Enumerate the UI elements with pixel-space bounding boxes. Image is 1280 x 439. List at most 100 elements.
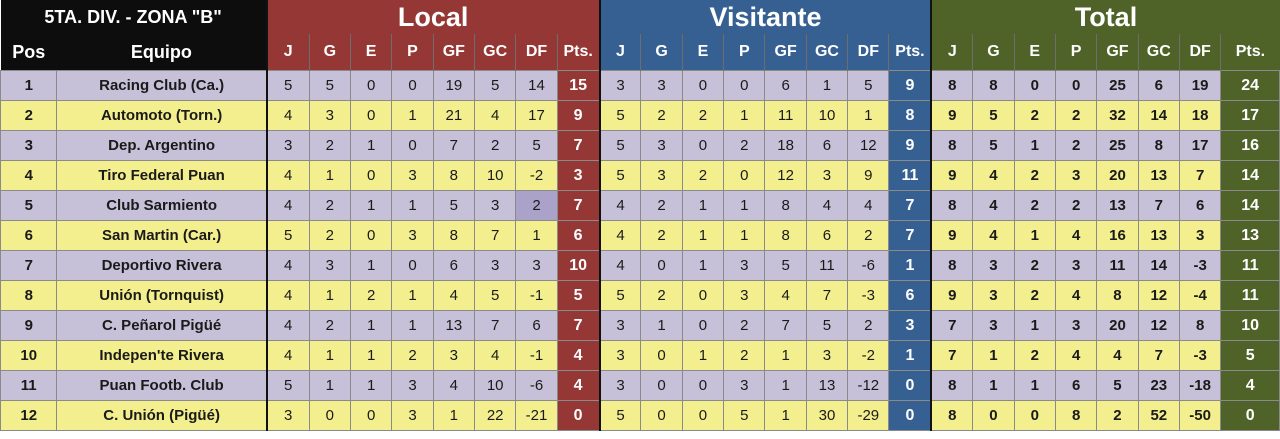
local-p-cell[interactable]: 0 xyxy=(391,70,434,101)
total-e-cell[interactable]: 2 xyxy=(1013,280,1056,311)
total-pts-cell[interactable]: 17 xyxy=(1220,100,1280,131)
visitante-df-cell[interactable]: 4 xyxy=(847,190,890,221)
total-e-cell[interactable]: 1 xyxy=(1013,370,1056,401)
local-gc-cell[interactable]: 2 xyxy=(473,130,517,161)
local-e-cell[interactable]: 1 xyxy=(349,130,393,161)
visitante-p-cell[interactable]: 1 xyxy=(723,190,766,221)
visitante-e-cell[interactable]: 1 xyxy=(681,340,725,371)
visitante-j-cell[interactable]: 3 xyxy=(598,310,642,341)
local-e-cell[interactable]: 2 xyxy=(349,280,393,311)
visitante-j-cell[interactable]: 5 xyxy=(598,160,642,191)
total-p-cell[interactable]: 4 xyxy=(1054,280,1098,311)
local-pts-cell[interactable]: 0 xyxy=(556,400,601,431)
total-gc-cell[interactable]: 6 xyxy=(1137,70,1180,101)
total-pts-cell[interactable]: 0 xyxy=(1220,400,1280,431)
local-p-cell[interactable]: 2 xyxy=(391,340,434,371)
total-g-cell[interactable]: 0 xyxy=(972,400,1015,431)
total-gc-cell[interactable]: 52 xyxy=(1137,400,1180,431)
local-e-cell[interactable]: 1 xyxy=(349,310,393,341)
local-g-cell[interactable]: 1 xyxy=(308,280,351,311)
local-j-cell[interactable]: 5 xyxy=(265,370,310,401)
local-p-cell[interactable]: 3 xyxy=(391,160,434,191)
visitante-gc-cell[interactable]: 3 xyxy=(805,340,849,371)
local-gc-cell[interactable]: 22 xyxy=(473,400,517,431)
total-p-cell[interactable]: 3 xyxy=(1054,310,1098,341)
total-df-cell[interactable]: 17 xyxy=(1178,130,1222,161)
local-j-cell[interactable]: 4 xyxy=(265,160,310,191)
local-pts-cell[interactable]: 10 xyxy=(556,250,601,281)
local-j-cell[interactable]: 5 xyxy=(265,70,310,101)
local-df-cell[interactable]: 17 xyxy=(515,100,558,131)
visitante-p-cell[interactable]: 2 xyxy=(723,340,766,371)
total-pts-cell[interactable]: 16 xyxy=(1220,130,1280,161)
local-p-cell[interactable]: 3 xyxy=(391,370,434,401)
visitante-df-cell[interactable]: 1 xyxy=(847,100,890,131)
visitante-gc-cell[interactable]: 1 xyxy=(805,70,849,101)
total-df-cell[interactable]: 19 xyxy=(1178,70,1222,101)
total-e-cell[interactable]: 0 xyxy=(1013,400,1056,431)
visitante-e-cell[interactable]: 0 xyxy=(681,310,725,341)
visitante-df-cell[interactable]: -3 xyxy=(847,280,890,311)
total-e-cell[interactable]: 1 xyxy=(1013,310,1056,341)
local-g-cell[interactable]: 2 xyxy=(308,220,351,251)
visitante-j-cell[interactable]: 4 xyxy=(598,190,642,221)
visitante-j-cell[interactable]: 3 xyxy=(598,70,642,101)
visitante-e-cell[interactable]: 2 xyxy=(681,160,725,191)
visitante-p-cell[interactable]: 1 xyxy=(723,100,766,131)
visitante-g-cell[interactable]: 1 xyxy=(640,310,683,341)
total-j-cell[interactable]: 8 xyxy=(930,250,974,281)
visitante-gf-cell[interactable]: 1 xyxy=(764,370,807,401)
local-pts-cell[interactable]: 6 xyxy=(556,220,601,251)
visitante-j-cell[interactable]: 3 xyxy=(598,370,642,401)
local-pts-cell[interactable]: 5 xyxy=(556,280,601,311)
total-gf-cell[interactable]: 5 xyxy=(1096,370,1139,401)
total-df-cell[interactable]: -18 xyxy=(1178,370,1222,401)
local-j-cell[interactable]: 5 xyxy=(265,220,310,251)
visitante-gc-cell[interactable]: 3 xyxy=(805,160,849,191)
local-gc-cell[interactable]: 7 xyxy=(473,310,517,341)
local-gf-cell[interactable]: 19 xyxy=(432,70,476,101)
visitante-pts-cell[interactable]: 7 xyxy=(888,190,932,221)
visitante-p-cell[interactable]: 1 xyxy=(723,220,766,251)
local-g-cell[interactable]: 2 xyxy=(308,310,351,341)
visitante-gf-cell[interactable]: 1 xyxy=(764,400,807,431)
local-j-cell[interactable]: 4 xyxy=(265,100,310,131)
local-gc-cell[interactable]: 3 xyxy=(473,250,517,281)
total-df-cell[interactable]: 7 xyxy=(1178,160,1222,191)
total-df-cell[interactable]: -3 xyxy=(1178,250,1222,281)
local-gf-cell[interactable]: 8 xyxy=(432,220,476,251)
total-pts-cell[interactable]: 11 xyxy=(1220,250,1280,281)
visitante-g-cell[interactable]: 0 xyxy=(640,400,683,431)
local-g-cell[interactable]: 3 xyxy=(308,100,351,131)
visitante-pts-cell[interactable]: 1 xyxy=(888,340,932,371)
total-gc-cell[interactable]: 12 xyxy=(1137,280,1180,311)
visitante-gc-cell[interactable]: 11 xyxy=(805,250,849,281)
total-p-cell[interactable]: 3 xyxy=(1054,250,1098,281)
visitante-g-cell[interactable]: 0 xyxy=(640,340,683,371)
total-p-cell[interactable]: 2 xyxy=(1054,190,1098,221)
visitante-g-cell[interactable]: 2 xyxy=(640,190,683,221)
local-gc-cell[interactable]: 5 xyxy=(473,70,517,101)
local-gc-cell[interactable]: 4 xyxy=(473,100,517,131)
total-gc-cell[interactable]: 14 xyxy=(1137,250,1180,281)
visitante-j-cell[interactable]: 4 xyxy=(598,220,642,251)
visitante-p-cell[interactable]: 3 xyxy=(723,370,766,401)
visitante-df-cell[interactable]: 5 xyxy=(847,70,890,101)
total-j-cell[interactable]: 8 xyxy=(930,400,974,431)
visitante-p-cell[interactable]: 2 xyxy=(723,130,766,161)
local-g-cell[interactable]: 1 xyxy=(308,370,351,401)
total-g-cell[interactable]: 4 xyxy=(972,160,1015,191)
visitante-gf-cell[interactable]: 11 xyxy=(764,100,807,131)
visitante-gc-cell[interactable]: 10 xyxy=(805,100,849,131)
total-gf-cell[interactable]: 11 xyxy=(1096,250,1139,281)
visitante-gf-cell[interactable]: 6 xyxy=(764,70,807,101)
total-e-cell[interactable]: 1 xyxy=(1013,130,1056,161)
visitante-e-cell[interactable]: 0 xyxy=(681,70,725,101)
total-g-cell[interactable]: 1 xyxy=(972,370,1015,401)
visitante-p-cell[interactable]: 2 xyxy=(723,310,766,341)
local-j-cell[interactable]: 4 xyxy=(265,190,310,221)
local-gf-cell[interactable]: 8 xyxy=(432,160,476,191)
visitante-gc-cell[interactable]: 7 xyxy=(805,280,849,311)
local-p-cell[interactable]: 3 xyxy=(391,400,434,431)
total-g-cell[interactable]: 1 xyxy=(972,340,1015,371)
